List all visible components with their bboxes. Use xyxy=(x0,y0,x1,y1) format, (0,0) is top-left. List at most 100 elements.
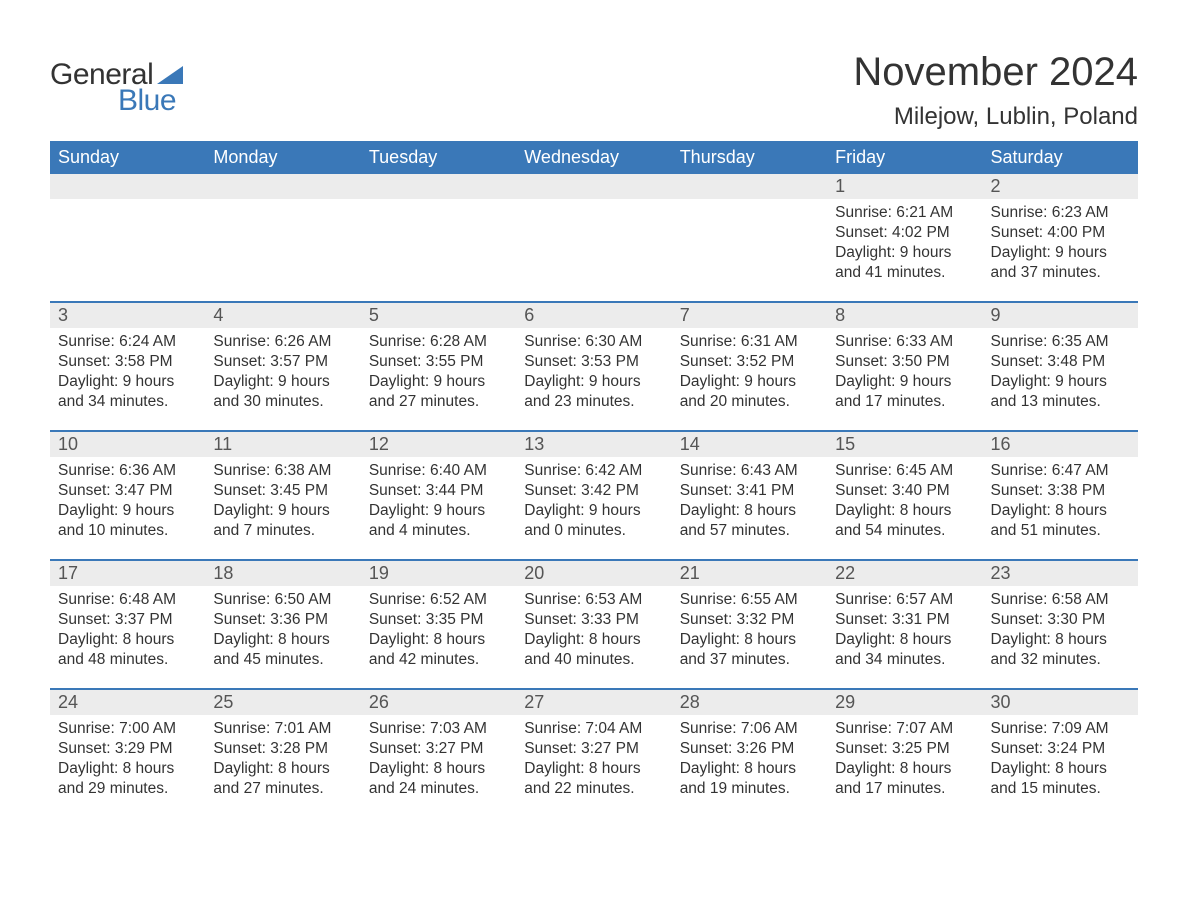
calendar-day-cell: 7Sunrise: 6:31 AMSunset: 3:52 PMDaylight… xyxy=(672,303,827,431)
day-number: 2 xyxy=(983,174,1138,199)
day-sunset: Sunset: 3:48 PM xyxy=(991,352,1130,372)
day-sunrise: Sunrise: 6:48 AM xyxy=(58,590,197,610)
day-sunrise: Sunrise: 6:30 AM xyxy=(524,332,663,352)
day-d2: and 57 minutes. xyxy=(680,521,819,541)
day-d1: Daylight: 8 hours xyxy=(524,759,663,779)
day-sunset: Sunset: 3:28 PM xyxy=(213,739,352,759)
day-d2: and 37 minutes. xyxy=(991,263,1130,283)
day-d1: Daylight: 9 hours xyxy=(524,372,663,392)
day-number: 1 xyxy=(827,174,982,199)
day-sunrise: Sunrise: 6:55 AM xyxy=(680,590,819,610)
calendar-day-cell: 23Sunrise: 6:58 AMSunset: 3:30 PMDayligh… xyxy=(983,561,1138,689)
day-sunset: Sunset: 3:52 PM xyxy=(680,352,819,372)
day-d2: and 42 minutes. xyxy=(369,650,508,670)
calendar-day-cell: 14Sunrise: 6:43 AMSunset: 3:41 PMDayligh… xyxy=(672,432,827,560)
day-details: Sunrise: 6:58 AMSunset: 3:30 PMDaylight:… xyxy=(983,586,1138,685)
calendar-day-cell: 8Sunrise: 6:33 AMSunset: 3:50 PMDaylight… xyxy=(827,303,982,431)
calendar-day-cell: 18Sunrise: 6:50 AMSunset: 3:36 PMDayligh… xyxy=(205,561,360,689)
day-d2: and 19 minutes. xyxy=(680,779,819,799)
calendar-day-cell: 6Sunrise: 6:30 AMSunset: 3:53 PMDaylight… xyxy=(516,303,671,431)
day-sunrise: Sunrise: 6:33 AM xyxy=(835,332,974,352)
day-sunset: Sunset: 3:44 PM xyxy=(369,481,508,501)
day-number: 25 xyxy=(205,690,360,715)
day-d1: Daylight: 8 hours xyxy=(213,759,352,779)
calendar-week: 24Sunrise: 7:00 AMSunset: 3:29 PMDayligh… xyxy=(50,690,1138,818)
day-details: Sunrise: 6:21 AMSunset: 4:02 PMDaylight:… xyxy=(827,199,982,298)
weekday-header: Friday xyxy=(827,141,982,174)
day-details: Sunrise: 6:43 AMSunset: 3:41 PMDaylight:… xyxy=(672,457,827,556)
day-details: Sunrise: 6:48 AMSunset: 3:37 PMDaylight:… xyxy=(50,586,205,685)
day-d2: and 45 minutes. xyxy=(213,650,352,670)
day-d1: Daylight: 8 hours xyxy=(835,759,974,779)
day-details: Sunrise: 7:07 AMSunset: 3:25 PMDaylight:… xyxy=(827,715,982,814)
weekday-header: Tuesday xyxy=(361,141,516,174)
day-details: Sunrise: 6:50 AMSunset: 3:36 PMDaylight:… xyxy=(205,586,360,685)
calendar-day-cell xyxy=(516,174,671,302)
calendar-day-cell: 16Sunrise: 6:47 AMSunset: 3:38 PMDayligh… xyxy=(983,432,1138,560)
day-d1: Daylight: 8 hours xyxy=(835,501,974,521)
weekday-header: Sunday xyxy=(50,141,205,174)
calendar-day-cell: 5Sunrise: 6:28 AMSunset: 3:55 PMDaylight… xyxy=(361,303,516,431)
day-details: Sunrise: 7:01 AMSunset: 3:28 PMDaylight:… xyxy=(205,715,360,814)
day-d2: and 51 minutes. xyxy=(991,521,1130,541)
day-sunrise: Sunrise: 6:53 AM xyxy=(524,590,663,610)
calendar-day-cell: 4Sunrise: 6:26 AMSunset: 3:57 PMDaylight… xyxy=(205,303,360,431)
day-details: Sunrise: 7:04 AMSunset: 3:27 PMDaylight:… xyxy=(516,715,671,814)
day-d2: and 40 minutes. xyxy=(524,650,663,670)
day-sunset: Sunset: 3:30 PM xyxy=(991,610,1130,630)
month-title: November 2024 xyxy=(853,50,1138,95)
day-number: 28 xyxy=(672,690,827,715)
logo: General Blue xyxy=(50,58,183,118)
day-sunrise: Sunrise: 6:21 AM xyxy=(835,203,974,223)
day-number: 15 xyxy=(827,432,982,457)
calendar-day-cell: 1Sunrise: 6:21 AMSunset: 4:02 PMDaylight… xyxy=(827,174,982,302)
day-sunset: Sunset: 3:36 PM xyxy=(213,610,352,630)
calendar-day-cell xyxy=(672,174,827,302)
calendar-week: 10Sunrise: 6:36 AMSunset: 3:47 PMDayligh… xyxy=(50,432,1138,560)
day-d1: Daylight: 9 hours xyxy=(369,372,508,392)
day-details: Sunrise: 7:03 AMSunset: 3:27 PMDaylight:… xyxy=(361,715,516,814)
day-d2: and 27 minutes. xyxy=(213,779,352,799)
day-d1: Daylight: 9 hours xyxy=(58,372,197,392)
weekday-header: Thursday xyxy=(672,141,827,174)
day-sunset: Sunset: 3:40 PM xyxy=(835,481,974,501)
calendar-day-cell: 28Sunrise: 7:06 AMSunset: 3:26 PMDayligh… xyxy=(672,690,827,818)
day-details: Sunrise: 6:52 AMSunset: 3:35 PMDaylight:… xyxy=(361,586,516,685)
calendar-day-cell: 26Sunrise: 7:03 AMSunset: 3:27 PMDayligh… xyxy=(361,690,516,818)
day-sunset: Sunset: 3:42 PM xyxy=(524,481,663,501)
day-d2: and 41 minutes. xyxy=(835,263,974,283)
day-d1: Daylight: 9 hours xyxy=(835,372,974,392)
calendar-day-cell: 30Sunrise: 7:09 AMSunset: 3:24 PMDayligh… xyxy=(983,690,1138,818)
day-d2: and 22 minutes. xyxy=(524,779,663,799)
calendar-day-cell: 24Sunrise: 7:00 AMSunset: 3:29 PMDayligh… xyxy=(50,690,205,818)
day-details: Sunrise: 6:31 AMSunset: 3:52 PMDaylight:… xyxy=(672,328,827,427)
day-sunset: Sunset: 3:55 PM xyxy=(369,352,508,372)
day-d2: and 32 minutes. xyxy=(991,650,1130,670)
day-sunrise: Sunrise: 7:00 AM xyxy=(58,719,197,739)
day-sunrise: Sunrise: 7:04 AM xyxy=(524,719,663,739)
day-d2: and 29 minutes. xyxy=(58,779,197,799)
day-sunset: Sunset: 3:50 PM xyxy=(835,352,974,372)
day-d1: Daylight: 8 hours xyxy=(369,630,508,650)
day-d2: and 7 minutes. xyxy=(213,521,352,541)
day-sunset: Sunset: 3:41 PM xyxy=(680,481,819,501)
day-number: 7 xyxy=(672,303,827,328)
day-details: Sunrise: 6:30 AMSunset: 3:53 PMDaylight:… xyxy=(516,328,671,427)
day-sunset: Sunset: 3:38 PM xyxy=(991,481,1130,501)
weekday-header: Saturday xyxy=(983,141,1138,174)
day-d1: Daylight: 9 hours xyxy=(213,501,352,521)
day-details: Sunrise: 6:45 AMSunset: 3:40 PMDaylight:… xyxy=(827,457,982,556)
day-d1: Daylight: 9 hours xyxy=(835,243,974,263)
day-sunset: Sunset: 3:45 PM xyxy=(213,481,352,501)
day-d2: and 10 minutes. xyxy=(58,521,197,541)
day-d2: and 0 minutes. xyxy=(524,521,663,541)
day-d1: Daylight: 9 hours xyxy=(991,243,1130,263)
day-number: 16 xyxy=(983,432,1138,457)
day-number: 9 xyxy=(983,303,1138,328)
day-d2: and 48 minutes. xyxy=(58,650,197,670)
calendar-day-cell: 12Sunrise: 6:40 AMSunset: 3:44 PMDayligh… xyxy=(361,432,516,560)
day-sunset: Sunset: 3:26 PM xyxy=(680,739,819,759)
day-sunrise: Sunrise: 7:07 AM xyxy=(835,719,974,739)
day-details: Sunrise: 6:55 AMSunset: 3:32 PMDaylight:… xyxy=(672,586,827,685)
day-sunset: Sunset: 3:25 PM xyxy=(835,739,974,759)
